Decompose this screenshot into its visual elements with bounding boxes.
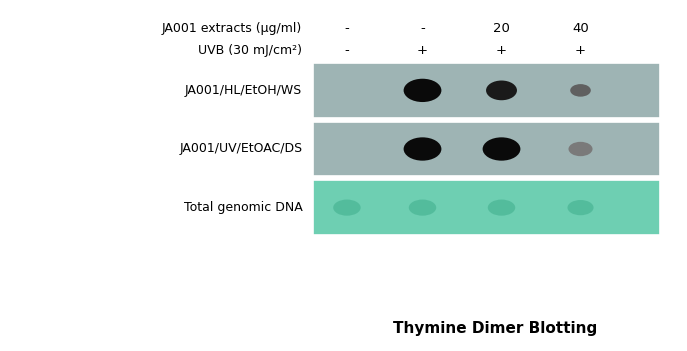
Text: JA001/UV/EtOAC/DS: JA001/UV/EtOAC/DS: [179, 143, 302, 155]
Text: 20: 20: [493, 21, 510, 35]
Text: Total genomic DNA: Total genomic DNA: [183, 201, 302, 214]
Ellipse shape: [403, 79, 441, 102]
Ellipse shape: [567, 200, 594, 215]
Text: UVB (30 mJ/cm²): UVB (30 mJ/cm²): [199, 44, 302, 58]
Ellipse shape: [488, 200, 515, 216]
Text: -: -: [420, 21, 425, 35]
Ellipse shape: [333, 200, 361, 216]
Bar: [313, 63, 660, 118]
Bar: [313, 122, 660, 176]
Text: -: -: [345, 21, 349, 35]
Bar: [313, 180, 660, 235]
Ellipse shape: [409, 200, 436, 216]
Text: +: +: [496, 44, 507, 58]
Text: Thymine Dimer Blotting: Thymine Dimer Blotting: [392, 321, 597, 336]
Ellipse shape: [568, 142, 592, 156]
Text: +: +: [417, 44, 428, 58]
Ellipse shape: [570, 84, 591, 97]
Text: JA001/HL/EtOH/WS: JA001/HL/EtOH/WS: [185, 84, 302, 97]
Ellipse shape: [403, 137, 441, 161]
Ellipse shape: [486, 80, 517, 100]
Text: 40: 40: [572, 21, 589, 35]
Text: JA001 extracts (μg/ml): JA001 extracts (μg/ml): [162, 21, 302, 35]
Text: +: +: [575, 44, 586, 58]
Text: -: -: [345, 44, 349, 58]
Ellipse shape: [482, 137, 521, 161]
